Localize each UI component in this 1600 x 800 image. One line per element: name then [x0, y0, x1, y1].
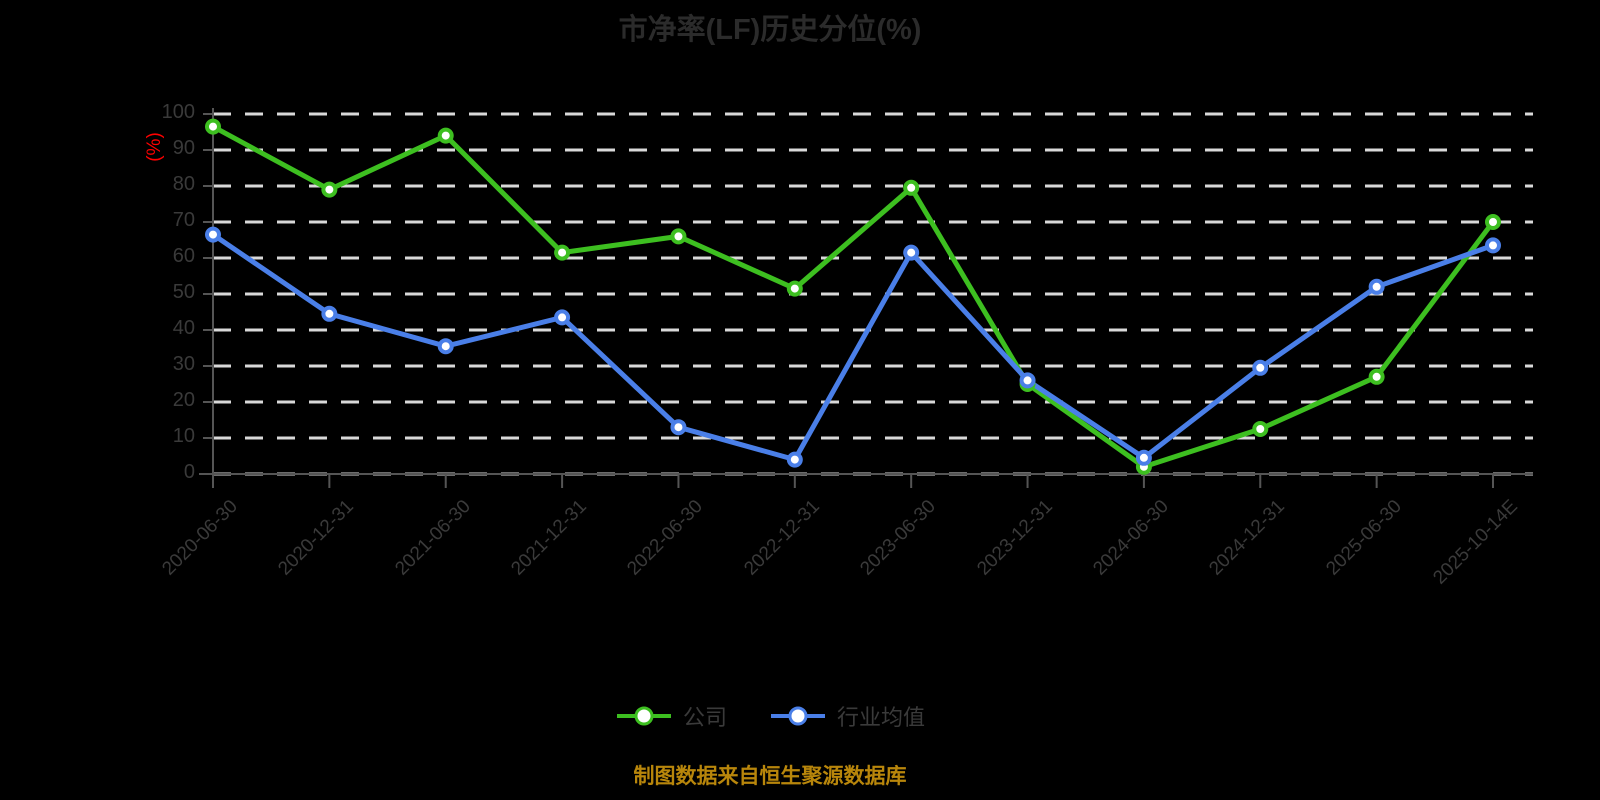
y-tick-label: 20 [172, 389, 195, 411]
data-point-marker[interactable] [1252, 359, 1269, 376]
data-point-marker[interactable] [437, 127, 454, 144]
chart-legend: 公司 行业均值 [0, 700, 1540, 732]
data-point-marker[interactable] [554, 244, 571, 261]
data-point-marker[interactable] [1135, 449, 1152, 466]
series-line-1 [210, 124, 1496, 470]
data-point-marker[interactable] [1485, 237, 1501, 254]
data-point-marker[interactable] [903, 179, 920, 196]
data-point-marker[interactable] [1485, 214, 1501, 230]
y-tick-label: 60 [172, 245, 195, 267]
data-point-marker[interactable] [1368, 278, 1385, 295]
y-tick-label: 40 [172, 317, 195, 339]
legend-label: 行业均值 [837, 705, 926, 730]
legend-marker-icon [616, 706, 671, 726]
data-point-marker[interactable] [903, 244, 920, 261]
data-point-marker[interactable] [786, 451, 803, 468]
data-point-marker[interactable] [321, 181, 338, 198]
data-point-marker[interactable] [1368, 368, 1385, 385]
series-line-2 [210, 232, 1496, 463]
legend-label: 公司 [682, 705, 727, 730]
data-point-marker[interactable] [1252, 421, 1269, 437]
y-tick-label: 70 [172, 209, 195, 231]
y-tick-label: 80 [172, 173, 195, 195]
y-tick-label: 50 [172, 281, 195, 303]
y-tick-label: 100 [161, 101, 195, 123]
footer-note: 制图数据来自恒生聚源数据库 [633, 765, 907, 788]
y-tick-label: 30 [172, 353, 195, 375]
legend-marker-icon [771, 706, 825, 726]
data-point-marker[interactable] [205, 226, 221, 243]
page-title: 市净率(LF)历史分位(%) [618, 14, 922, 46]
y-tick-label: 10 [172, 425, 195, 447]
y-tick-label: 90 [172, 137, 195, 159]
data-point-marker[interactable] [205, 118, 221, 135]
y-tick-label: 0 [183, 461, 195, 483]
data-point-marker[interactable] [786, 280, 803, 297]
data-point-marker[interactable] [321, 305, 338, 322]
legend-item-1[interactable]: 公司 [615, 700, 727, 732]
data-point-marker[interactable] [1019, 372, 1036, 389]
legend-item-2[interactable]: 行业均值 [769, 700, 925, 732]
data-point-marker[interactable] [670, 419, 687, 436]
data-point-marker[interactable] [437, 338, 454, 355]
data-point-marker[interactable] [554, 309, 571, 326]
data-point-marker[interactable] [670, 228, 687, 245]
